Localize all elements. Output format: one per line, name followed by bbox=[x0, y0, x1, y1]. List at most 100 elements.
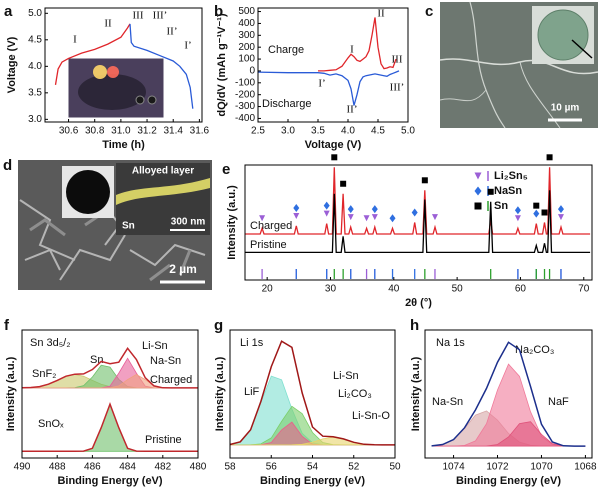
panel-title: Li 1s bbox=[240, 337, 264, 349]
phase-marker bbox=[421, 177, 428, 184]
series-label: Li-Sn bbox=[142, 340, 168, 352]
legend-label: Sn bbox=[494, 200, 508, 212]
data-line bbox=[318, 17, 397, 72]
phase-marker bbox=[557, 205, 564, 214]
inset-scale-label: 300 nm bbox=[171, 217, 206, 228]
series-label: SnOₓ bbox=[38, 418, 64, 430]
annotation: II’ bbox=[167, 26, 178, 38]
x-tick-label: 480 bbox=[190, 462, 207, 473]
annotation: I’ bbox=[318, 78, 325, 90]
panel-letter: h bbox=[410, 317, 419, 334]
annotation: I’ bbox=[184, 40, 191, 52]
y-axis-label: dQ/dV (mAh g⁻¹V⁻¹) bbox=[216, 13, 228, 117]
series-label: Li-Sn bbox=[333, 370, 359, 382]
y-tick-label: 3.5 bbox=[28, 87, 42, 98]
fit-envelope bbox=[21, 347, 198, 389]
x-tick-label: 2.5 bbox=[251, 126, 265, 137]
phase-marker bbox=[293, 203, 300, 212]
x-axis-label: 2θ (°) bbox=[405, 297, 432, 309]
x-tick-label: 1074 bbox=[442, 462, 465, 473]
series-label: Na₂CO₃ bbox=[515, 344, 554, 356]
annotation: III’ bbox=[390, 82, 405, 94]
x-tick-label: 486 bbox=[84, 462, 101, 473]
sem-image-d: d Alloyed layer Sn 300 nm 2 µm bbox=[3, 157, 212, 290]
y-tick-label: 3.0 bbox=[28, 114, 42, 125]
phase-marker bbox=[371, 214, 378, 221]
phase-marker bbox=[541, 209, 548, 216]
panel-letter: a bbox=[4, 3, 13, 20]
series-label: Sn bbox=[90, 354, 103, 366]
phase-marker bbox=[431, 214, 438, 221]
phase-marker bbox=[259, 215, 266, 222]
panel-letter: b bbox=[214, 3, 223, 20]
y-tick-label: 4.5 bbox=[28, 34, 42, 45]
x-tick-label: 482 bbox=[154, 462, 171, 473]
x-axis-label: Binding Energy (eV) bbox=[57, 475, 162, 487]
x-tick-label: 490 bbox=[14, 462, 31, 473]
x-tick-label: 3.5 bbox=[311, 126, 325, 137]
phase-marker bbox=[557, 214, 564, 221]
data-line bbox=[245, 190, 591, 254]
phase-marker bbox=[331, 154, 338, 161]
inset-label: Alloyed layer bbox=[132, 166, 194, 177]
annotation: I bbox=[350, 44, 354, 56]
fit-envelope bbox=[229, 340, 395, 446]
series-label: Pristine bbox=[250, 239, 287, 251]
data-line bbox=[245, 167, 591, 235]
annotation: III bbox=[392, 54, 403, 66]
y-tick-label: 400 bbox=[238, 18, 255, 29]
series-label: Li-Sn-O bbox=[352, 410, 390, 422]
x-tick-label: 31.2 bbox=[137, 126, 157, 137]
y-axis-label: Intensity (a.u.) bbox=[5, 356, 17, 431]
x-tick-label: 50 bbox=[389, 462, 401, 473]
legend-symbol bbox=[474, 172, 482, 180]
series-label: Na-Sn bbox=[150, 355, 181, 367]
x-tick-label: 488 bbox=[49, 462, 66, 473]
x-axis-label: Time (h) bbox=[102, 139, 145, 151]
x-tick-label: 52 bbox=[348, 462, 360, 473]
phase-marker bbox=[371, 205, 378, 214]
led-photo bbox=[67, 57, 165, 119]
legend-symbol bbox=[474, 202, 482, 210]
series-label: Charged bbox=[250, 220, 292, 232]
phase-marker bbox=[347, 205, 354, 214]
phase-marker bbox=[533, 209, 540, 218]
y-tick-label: 300 bbox=[238, 30, 255, 41]
y-tick-label: 0 bbox=[249, 66, 255, 77]
legend-label: NaSn bbox=[494, 185, 522, 197]
y-axis-label: Intensity (a.u.) bbox=[226, 185, 238, 260]
annotation: III’ bbox=[153, 10, 168, 22]
y-tick-label: 100 bbox=[238, 54, 255, 65]
plot-frame bbox=[257, 7, 409, 123]
annotation: II bbox=[377, 8, 385, 20]
inset-label: Sn bbox=[122, 221, 135, 232]
phase-marker bbox=[340, 180, 347, 187]
scale-bar-label: 2 µm bbox=[169, 262, 197, 276]
plot-frame bbox=[229, 329, 396, 459]
phase-marker bbox=[323, 210, 330, 217]
plot-frame bbox=[21, 329, 199, 459]
x-tick-label: 54 bbox=[307, 462, 319, 473]
series-label: Na-Sn bbox=[432, 396, 463, 408]
y-tick-label: -100 bbox=[235, 77, 255, 88]
fit-envelope bbox=[22, 401, 198, 453]
phase-marker bbox=[487, 188, 494, 195]
data-line bbox=[54, 23, 131, 86]
annotation: III bbox=[133, 10, 144, 22]
x-tick-label: 1072 bbox=[486, 462, 509, 473]
x-tick-label: 50 bbox=[452, 284, 464, 295]
x-tick-label: 4.0 bbox=[341, 126, 355, 137]
y-axis-label: Intensity (a.u.) bbox=[410, 356, 422, 431]
x-tick-label: 58 bbox=[224, 462, 236, 473]
scale-bar-label: 10 µm bbox=[551, 103, 580, 114]
plot-frame bbox=[244, 164, 593, 281]
panel-letter: g bbox=[214, 317, 223, 334]
phase-marker bbox=[389, 214, 396, 223]
data-line bbox=[257, 70, 400, 106]
plot-frame bbox=[424, 329, 593, 459]
series-label: Pristine bbox=[145, 434, 182, 446]
x-tick-label: 60 bbox=[515, 284, 527, 295]
phase-marker bbox=[514, 215, 521, 222]
y-axis-label: Intensity (a.u.) bbox=[214, 356, 226, 431]
legend-symbol bbox=[474, 186, 482, 196]
